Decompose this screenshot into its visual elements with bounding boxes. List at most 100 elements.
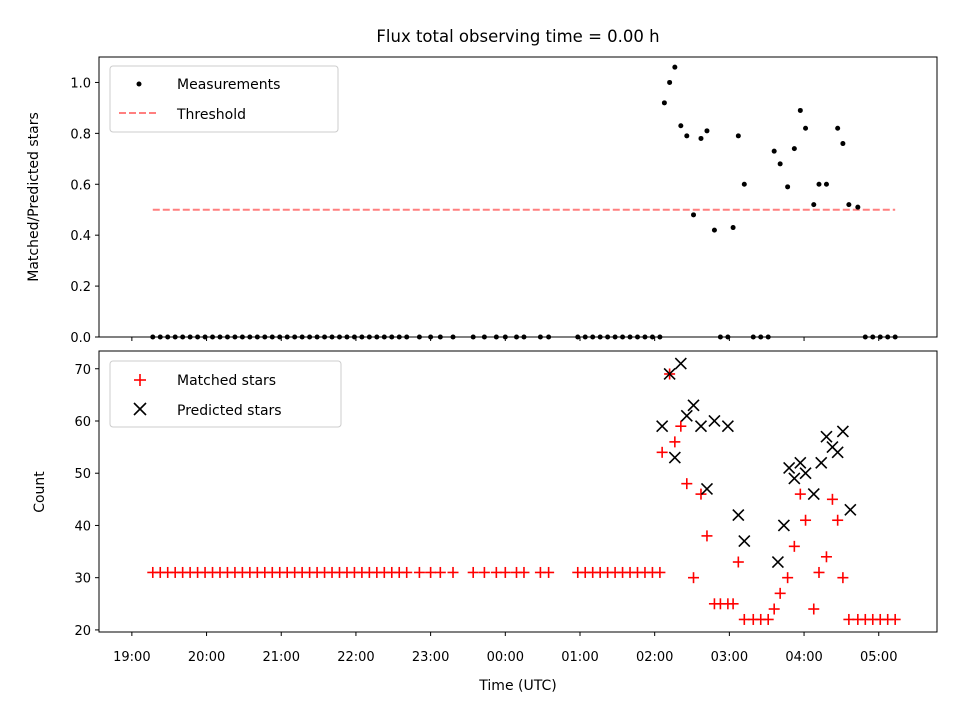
measurement-point: [254, 334, 260, 340]
measurement-point: [667, 79, 673, 85]
measurement-point: [862, 334, 868, 340]
bottom-y-tick-label: 70: [74, 363, 91, 378]
bottom-y-axis-label: Count: [32, 471, 48, 513]
measurement-point: [389, 334, 395, 340]
measurement-point: [835, 125, 841, 131]
matched-star-point: [669, 436, 681, 448]
bottom-y-tick-label: 60: [74, 415, 91, 430]
predicted-star-point: [663, 367, 676, 381]
measurement-point: [590, 334, 596, 340]
measurement-point: [521, 334, 527, 340]
measurement-point: [165, 334, 171, 340]
measurement-point: [642, 334, 648, 340]
predicted-star-point: [836, 425, 849, 438]
measurement-point: [299, 334, 305, 340]
measurement-point: [202, 334, 208, 340]
legend-measurements-label: Measurements: [177, 77, 280, 93]
predicted-star-point: [738, 535, 751, 548]
measurement-point: [366, 334, 372, 340]
top-legend-box: [109, 65, 339, 133]
measurement-point: [627, 334, 633, 340]
predicted-star-point: [844, 503, 857, 516]
predicted-star-b: [807, 488, 820, 501]
matched-star-point: [478, 566, 490, 578]
bottom-x-tick-label: 19:00: [113, 650, 150, 665]
bottom-data-marks: [147, 357, 901, 625]
matched-star-point: [774, 587, 786, 599]
predicted-star-b: [687, 399, 700, 412]
measurement-point: [704, 128, 710, 134]
predicted-star-point: [687, 399, 700, 412]
measurement-point: [502, 334, 508, 340]
measurement-point: [661, 100, 667, 106]
measurement-point: [247, 334, 253, 340]
bottom-x-tick-label: 00:00: [487, 650, 524, 665]
top-y-tick-label: 0.8: [70, 127, 91, 142]
measurement-point: [416, 334, 422, 340]
top-y-tick-label: 0.6: [70, 178, 91, 193]
measurement-point: [765, 334, 771, 340]
matched-star-point: [732, 556, 744, 568]
predicted-star-b: [694, 420, 708, 433]
matched-star-point: [695, 488, 707, 500]
measurement-point: [493, 334, 499, 340]
predicted-star-b: [794, 456, 807, 469]
bottom-x-tick-label: 04:00: [785, 650, 822, 665]
bottom-y-tick-label: 40: [74, 519, 91, 534]
legend-measurements-marker: [136, 81, 142, 87]
predicted-star-point: [807, 488, 820, 501]
matched-star-point: [832, 514, 844, 526]
top-y-axis-label: Matched/Predicted stars: [26, 112, 42, 282]
predicted-star-b: [732, 508, 745, 522]
measurement-point: [741, 181, 747, 187]
measurement-point: [344, 334, 350, 340]
measurement-point: [307, 334, 313, 340]
predicted-star-b: [674, 357, 687, 370]
matched-star-point: [675, 420, 687, 432]
measurement-point: [322, 334, 328, 340]
legend-matched-marker: [134, 374, 146, 386]
predicted-star-b: [777, 519, 790, 532]
chart-title: Flux total observing time = 0.00 h: [376, 27, 659, 46]
top-y-ticks: 0.0 0.2 0.4 0.6 0.8 1.0: [70, 76, 99, 346]
bottom-x-tick-label: 03:00: [711, 650, 748, 665]
measurement-point: [885, 334, 891, 340]
measurement-point: [232, 334, 238, 340]
measurement-point: [450, 334, 456, 340]
measurement-point: [329, 334, 335, 340]
x-axis-label: Time (UTC): [478, 678, 556, 694]
measurement-point: [735, 133, 741, 139]
measurement-point: [481, 334, 487, 340]
bottom-legend: Matched stars Predicted stars: [109, 360, 342, 428]
measurement-point: [678, 123, 684, 129]
measurement-point: [262, 334, 268, 340]
predicted-star-b: [656, 420, 669, 433]
predicted-star-point: [680, 409, 693, 422]
predicted-star-point: [815, 456, 828, 469]
measurement-point: [811, 202, 817, 208]
predicted-star-point: [831, 446, 844, 459]
bottom-x-tick-label: 20:00: [188, 650, 225, 665]
predicted-star-b: [815, 456, 828, 469]
matched-star-point: [727, 598, 739, 610]
bottom-y-tick-label: 30: [74, 572, 91, 587]
measurement-point: [711, 227, 717, 233]
matched-star-point: [762, 613, 774, 625]
measurement-point: [157, 334, 163, 340]
measurement-point: [855, 204, 861, 210]
predicted-star-point: [708, 414, 721, 428]
top-y-tick-label: 1.0: [70, 76, 91, 91]
measurement-point: [840, 141, 846, 147]
measurement-point: [284, 334, 290, 340]
measurement-point: [877, 334, 883, 340]
matched-star-point: [800, 514, 812, 526]
legend-matched-label: Matched stars: [177, 373, 276, 389]
matched-star-point: [701, 530, 713, 542]
top-data-marks: [150, 64, 898, 340]
measurement-point: [537, 334, 543, 340]
measurement-point: [605, 334, 611, 340]
measurement-point: [470, 334, 476, 340]
matched-star-point: [413, 566, 425, 578]
measurement-point: [823, 181, 829, 187]
